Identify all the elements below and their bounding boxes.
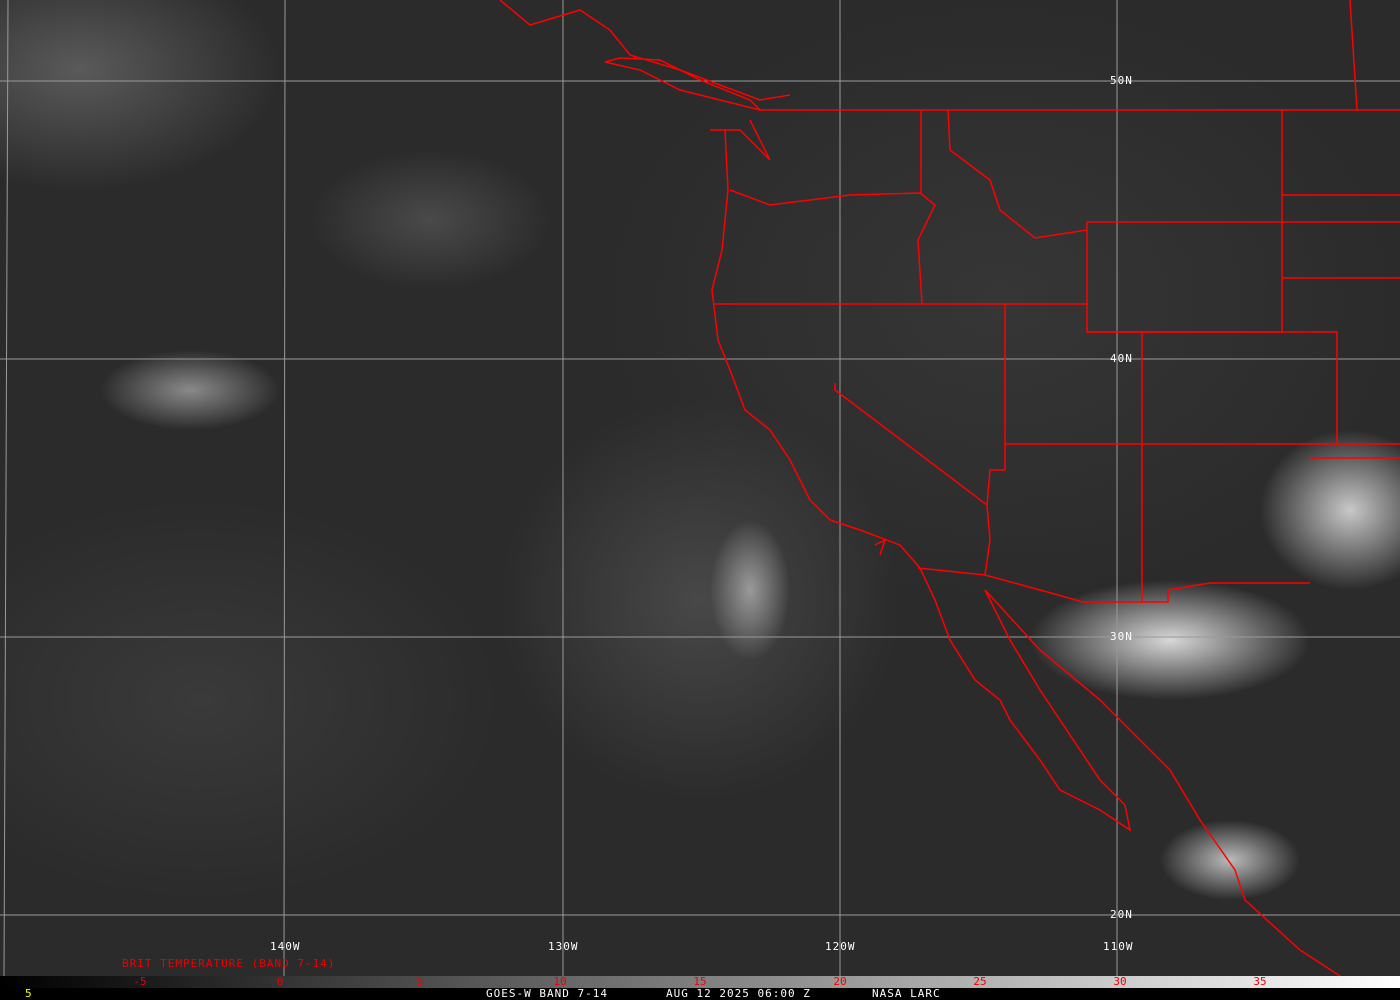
lat-label-20n: 20N (1110, 908, 1133, 921)
scale-tick-label: 35 (1253, 975, 1267, 988)
lat-label-40n: 40N (1110, 352, 1133, 365)
scale-tick-label: 10 (553, 975, 567, 988)
satellite-imagery (0, 0, 1400, 976)
scale-tick-label: 20 (833, 975, 847, 988)
lon-label-140w: 140W (270, 940, 301, 953)
colorado-border (1142, 331, 1338, 444)
footer-value: 5 (25, 987, 33, 1000)
puget-sound (710, 119, 771, 161)
grid-line-150w (3, 0, 9, 976)
lat-lon-grid (0, 0, 1400, 976)
temperature-color-scale (0, 976, 1400, 988)
footer-bar: 5 GOES-W BAND 7-14 AUG 12 2025 06:00 Z N… (0, 987, 1400, 1000)
scale-tick-label: 5 (416, 975, 424, 988)
vancouver-island (604, 57, 763, 112)
map-overlay (0, 0, 1400, 976)
scale-tick-label: 25 (973, 975, 987, 988)
footer-datetime: AUG 12 2025 06:00 Z (666, 987, 811, 1000)
channel-islands (874, 538, 887, 556)
legend-title: BRIT TEMPERATURE (BAND 7-14) (122, 957, 336, 970)
wyoming-border (1086, 221, 1283, 333)
political-boundaries (499, 0, 1400, 976)
scale-tick-label: 15 (693, 975, 707, 988)
us-mexico-border (917, 567, 1310, 603)
idaho-montana-border (947, 109, 1088, 239)
scale-tick-label: 0 (276, 975, 284, 988)
bc-coast (499, 0, 791, 101)
wa-or-border (729, 189, 936, 305)
west-coast (711, 129, 1341, 976)
lon-label-110w: 110W (1103, 940, 1134, 953)
scale-tick-label: -5 (133, 975, 147, 988)
ca-nv-border (834, 383, 991, 576)
montana-east (1281, 110, 1400, 223)
nevada-east (986, 304, 1006, 506)
lon-label-120w: 120W (825, 940, 856, 953)
grid-line-140w (283, 0, 286, 976)
lat-label-50n: 50N (1110, 74, 1133, 87)
lat-label-30n: 30N (1110, 630, 1133, 643)
canada-east (1349, 0, 1358, 111)
footer-satellite: GOES-W BAND 7-14 (486, 987, 608, 1000)
lon-label-130w: 130W (548, 940, 579, 953)
footer-source: NASA LARC (872, 987, 941, 1000)
scale-tick-label: 30 (1113, 975, 1127, 988)
utah-border (1087, 331, 1143, 444)
